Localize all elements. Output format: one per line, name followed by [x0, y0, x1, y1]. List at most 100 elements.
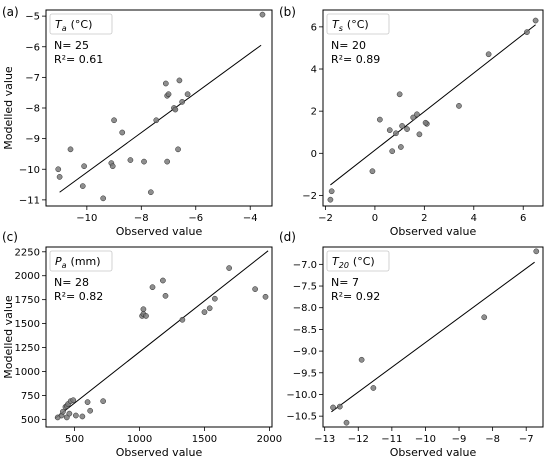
data-point	[336, 403, 343, 410]
data-point	[358, 356, 365, 363]
data-point	[79, 183, 86, 189]
data-point	[84, 399, 91, 405]
data-point	[206, 305, 213, 312]
y-tick-label: 1500	[15, 319, 40, 330]
y-tick-label: 1750	[15, 295, 40, 306]
y-tick-label: −5	[25, 12, 40, 23]
data-point	[100, 195, 107, 202]
data-point	[524, 29, 530, 35]
x-tick-label: 0	[372, 213, 378, 224]
variable-symbol: T	[55, 18, 63, 31]
variable-legend-box	[326, 250, 390, 272]
data-point	[533, 248, 540, 255]
data-point	[456, 103, 462, 109]
data-point	[369, 168, 376, 175]
data-point	[481, 314, 488, 321]
data-point	[485, 51, 492, 58]
regression-line	[330, 24, 536, 186]
y-tick-label: 1250	[15, 343, 40, 354]
data-point	[73, 412, 79, 419]
x-axis-label: Observed value	[390, 225, 477, 238]
data-point	[172, 106, 179, 113]
panel-3: (c) 500 1000 1500 2000 500 750 1000 1250 1500 1750…	[2, 230, 282, 459]
sample-count: N= 28	[54, 276, 89, 289]
data-point	[179, 99, 185, 105]
data-point	[176, 77, 183, 84]
plot-area	[322, 9, 544, 207]
y-tick-label: −6	[25, 42, 40, 53]
data-point	[396, 91, 403, 98]
y-tick-label: −10.5	[286, 412, 317, 423]
x-tick-label: −6	[188, 213, 203, 224]
x-tick-label: −8	[134, 213, 149, 224]
x-axis-label: Observed value	[390, 446, 477, 459]
y-tick-label: −2	[302, 191, 317, 202]
data-point	[212, 295, 218, 302]
y-tick-label: −8.5	[293, 325, 317, 336]
data-point	[79, 413, 86, 420]
data-point	[66, 410, 73, 417]
data-point	[377, 116, 383, 123]
variable-subscript: a	[62, 261, 67, 270]
r-squared: R²= 0.82	[54, 290, 103, 303]
variable-symbol: T	[332, 18, 340, 31]
variable-subscript: a	[62, 24, 67, 33]
x-tick-label: −10	[76, 213, 97, 224]
data-point	[60, 408, 66, 415]
x-tick-label: 500	[65, 434, 84, 445]
data-point	[398, 144, 404, 150]
variable-unit: (°C)	[353, 255, 375, 268]
data-point	[111, 117, 117, 124]
variable-label: Pa (mm)	[55, 255, 101, 270]
variable-symbol: T	[332, 255, 340, 268]
r-squared: R²= 0.92	[331, 290, 380, 303]
data-point	[404, 126, 410, 132]
variable-symbol: P	[55, 255, 62, 268]
data-point	[162, 80, 169, 87]
panel-4: (d) −13 −12 −11 −10 −9 −8 −7 −10.5 −10.0 −9.5 −9.0 −…	[279, 230, 544, 459]
panel-2: (b) −2 0 2 4 6 −2 0 2 4 6 Observed value Ts (°C) N= 20…	[279, 5, 544, 238]
data-point	[327, 196, 334, 203]
x-tick-label: 1500	[192, 434, 217, 445]
data-point	[343, 419, 350, 426]
sample-count: N= 7	[331, 276, 359, 289]
x-tick-label: 6	[520, 213, 526, 224]
data-point	[143, 313, 149, 319]
y-tick-label: 2	[311, 107, 317, 118]
regression-line	[54, 250, 269, 419]
data-point	[127, 157, 134, 163]
data-point	[119, 129, 126, 136]
data-point	[416, 131, 423, 138]
r-squared: R²= 0.89	[331, 53, 380, 66]
data-point	[160, 277, 166, 284]
x-axis-label: Observed value	[116, 446, 203, 459]
x-tick-label: −8	[485, 434, 500, 445]
data-point	[393, 130, 399, 137]
y-tick-label: 2250	[15, 247, 40, 258]
variable-legend-box	[326, 13, 390, 35]
data-point	[259, 11, 266, 18]
y-tick-label: 0	[311, 149, 317, 160]
panel-label: (d)	[279, 230, 296, 244]
x-tick-label: −13	[314, 434, 335, 445]
data-point	[262, 293, 269, 300]
r-squared: R²= 0.61	[54, 53, 103, 66]
y-tick-label: −7.5	[293, 282, 317, 293]
x-tick-label: −9	[452, 434, 467, 445]
y-axis-label: Modelled value	[2, 66, 15, 150]
data-point	[175, 146, 181, 153]
variable-subscript: 20	[339, 261, 349, 270]
x-tick-label: 1000	[127, 434, 152, 445]
y-tick-label: −7	[25, 73, 40, 84]
variable-label: T20 (°C)	[332, 255, 375, 270]
sample-count: N= 25	[54, 39, 89, 52]
x-tick-label: −11	[381, 434, 402, 445]
data-point	[386, 127, 393, 133]
x-tick-label: −12	[348, 434, 369, 445]
data-point	[328, 188, 335, 195]
y-axis-label: Modelled value	[2, 295, 15, 379]
data-point	[184, 91, 191, 98]
panel-label: (c)	[2, 230, 18, 244]
x-tick-label: −7	[519, 434, 534, 445]
